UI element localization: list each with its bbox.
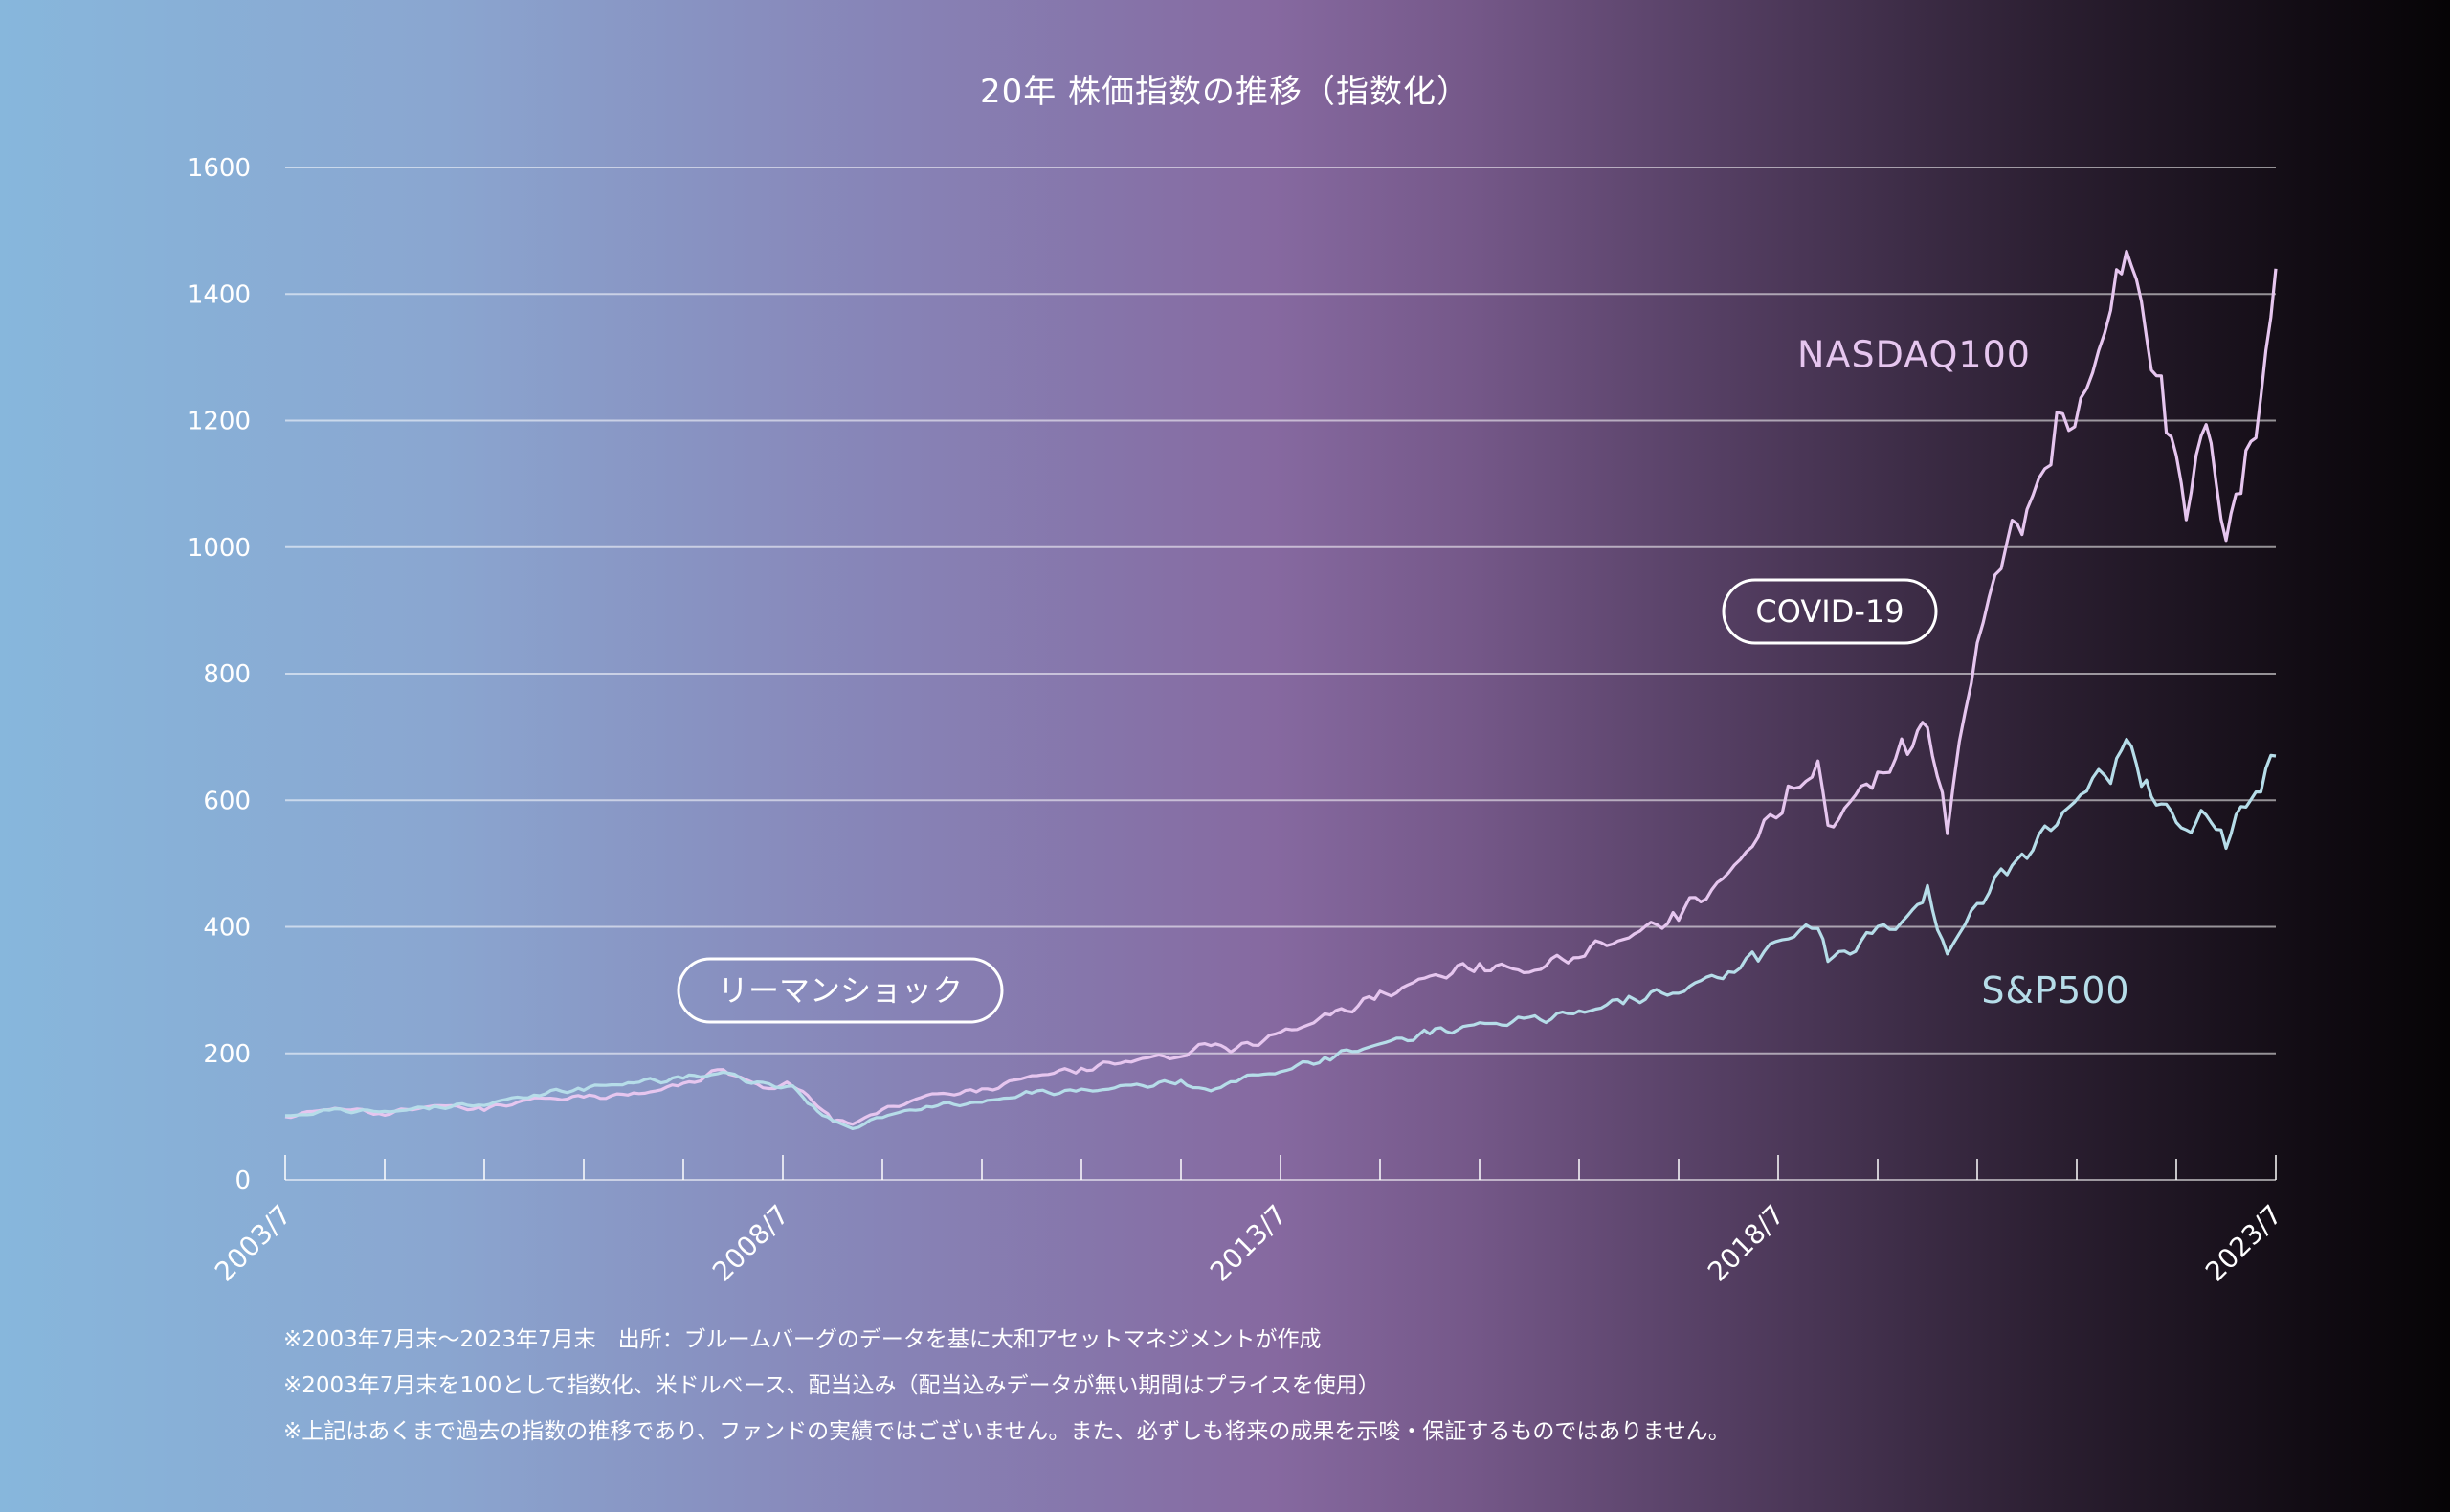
y-tick-label: 200 — [203, 1040, 251, 1069]
y-tick-label: 800 — [203, 660, 251, 689]
footnote-indexation: ※2003年7月末を100として指数化、米ドルベース、配当込み（配当込みデータが… — [283, 1373, 1380, 1398]
chart-title: 20年 株価指数の推移（指数化） — [979, 73, 1471, 111]
x-tick-label: 2023/7 — [2199, 1199, 2288, 1288]
series-label: NASDAQ100 — [1797, 333, 2031, 375]
y-tick-label: 1600 — [188, 154, 251, 183]
x-tick-label: 2013/7 — [1204, 1199, 1293, 1288]
footnote-disclaimer: ※上記はあくまで過去の指数の推移であり、ファンドの実績ではございません。また、必… — [283, 1419, 1730, 1444]
series-line-nasdaq100 — [284, 249, 2278, 1126]
annotation-pill — [1722, 578, 1938, 645]
y-tick-label: 1200 — [188, 408, 251, 436]
footnote-source: ※2003年7月末～2023年7月末 出所：ブルームバーグのデータを基に大和アセ… — [283, 1327, 1322, 1352]
y-tick-label: 0 — [234, 1167, 251, 1195]
x-tick-label: 2003/7 — [209, 1199, 298, 1288]
x-tick-label: 2018/7 — [1702, 1199, 1791, 1288]
y-tick-label: 400 — [203, 914, 251, 943]
annotation-pill — [677, 957, 1004, 1024]
annotation-label: COVID-19 — [1755, 593, 1904, 630]
series-line-sp500 — [284, 737, 2277, 1131]
y-tick-label: 1000 — [188, 534, 251, 563]
y-tick-label: 1400 — [188, 280, 251, 309]
series-label: S&P500 — [1981, 969, 2129, 1012]
x-tick-label: 2008/7 — [706, 1199, 795, 1288]
footnotes: ※2003年7月末～2023年7月末 出所：ブルームバーグのデータを基に大和アセ… — [283, 1317, 1730, 1455]
y-tick-label: 600 — [203, 787, 251, 815]
annotation-label: リーマンショック — [718, 972, 963, 1009]
